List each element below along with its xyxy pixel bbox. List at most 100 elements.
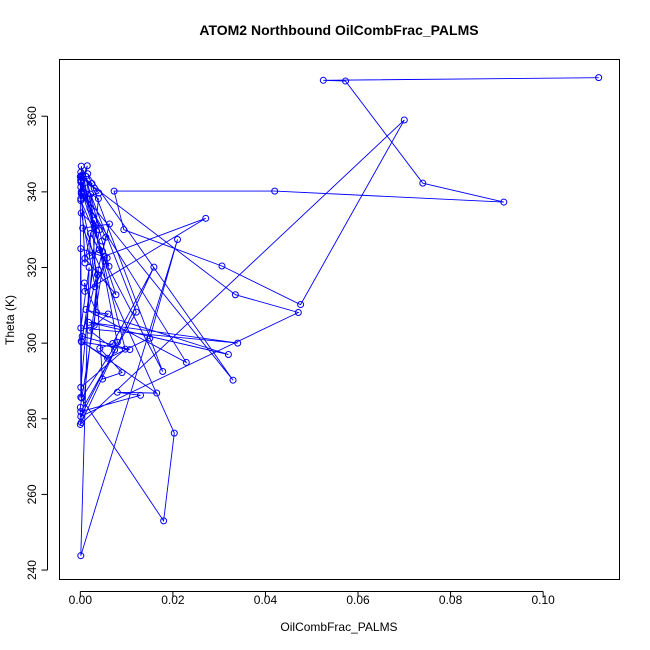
data-point xyxy=(77,552,85,560)
data-point xyxy=(90,223,98,231)
data-point xyxy=(297,301,305,309)
data-point xyxy=(87,229,95,237)
data-point xyxy=(77,195,85,203)
data-point xyxy=(160,517,168,525)
data-point xyxy=(146,334,154,342)
data-point xyxy=(78,171,86,179)
data-point xyxy=(82,305,90,313)
data-point xyxy=(77,408,85,416)
data-point xyxy=(85,264,93,271)
data-point xyxy=(77,209,85,217)
y-tick-label: 300 xyxy=(25,333,39,353)
data-point xyxy=(77,383,85,391)
data-point xyxy=(99,375,107,383)
data-point xyxy=(109,340,117,348)
data-point xyxy=(224,350,232,358)
data-point xyxy=(93,271,101,279)
data-point xyxy=(77,197,85,205)
data-point xyxy=(86,205,94,213)
x-tick-label: 0.08 xyxy=(439,593,463,607)
data-point xyxy=(218,262,226,270)
data-point xyxy=(113,338,121,346)
data-point xyxy=(500,198,508,206)
data-point xyxy=(79,224,87,232)
data-point xyxy=(105,220,113,228)
data-point xyxy=(319,76,327,84)
data-point xyxy=(78,332,86,340)
y-tick-label: 340 xyxy=(25,182,39,202)
data-point xyxy=(182,358,190,366)
data-point xyxy=(90,321,98,329)
data-point xyxy=(136,391,144,399)
x-tick-label: 0.04 xyxy=(254,593,278,607)
data-point xyxy=(90,184,98,192)
data-point xyxy=(294,309,302,317)
data-point xyxy=(94,266,102,274)
data-point xyxy=(400,116,408,124)
data-point xyxy=(77,176,85,184)
data-point xyxy=(86,326,94,334)
data-point xyxy=(78,394,86,402)
data-point xyxy=(174,236,182,244)
data-point xyxy=(132,308,140,316)
data-point xyxy=(95,189,103,197)
data-point xyxy=(95,246,103,254)
chart-title: ATOM2 Northbound OilCombFrac_PALMS xyxy=(199,22,478,38)
data-point xyxy=(104,310,112,318)
data-point xyxy=(342,77,350,85)
x-tick-label: 0.02 xyxy=(161,593,185,607)
data-point xyxy=(112,291,120,299)
data-point xyxy=(104,354,112,362)
x-tick-label: 0.00 xyxy=(69,593,93,607)
data-point xyxy=(81,287,89,295)
data-point xyxy=(103,254,111,262)
data-point xyxy=(170,429,178,437)
data-point xyxy=(82,172,90,180)
data-point xyxy=(202,214,210,222)
series-line xyxy=(79,77,599,556)
y-tick-label: 280 xyxy=(25,408,39,428)
data-point xyxy=(595,74,603,82)
data-point xyxy=(118,369,126,377)
data-point xyxy=(159,368,167,375)
plot-frame xyxy=(59,59,620,580)
data-point xyxy=(87,190,95,198)
y-axis-label: Theta (K) xyxy=(3,295,17,345)
data-point xyxy=(113,388,121,396)
y-tick-label: 320 xyxy=(25,257,39,277)
y-tick-label: 260 xyxy=(25,484,39,504)
data-point xyxy=(93,309,101,317)
y-tick-label: 240 xyxy=(25,560,39,580)
data-point xyxy=(96,344,104,352)
x-axis: 0.00 0.02 0.04 0.06 0.08 0.10 xyxy=(69,591,555,607)
data-point xyxy=(111,346,119,354)
data-point xyxy=(126,346,134,354)
data-point xyxy=(150,263,158,271)
y-axis: 240 260 280 300 320 340 360 xyxy=(25,106,48,580)
x-tick-label: 0.10 xyxy=(531,593,555,607)
data-point xyxy=(153,389,161,397)
data-point xyxy=(85,318,93,326)
data-point xyxy=(234,339,242,347)
data-point xyxy=(77,393,85,401)
data-point xyxy=(83,162,91,170)
data-point xyxy=(110,187,118,195)
data-point xyxy=(91,283,99,291)
data-point xyxy=(121,345,129,353)
data-point xyxy=(86,252,94,260)
data-point xyxy=(95,226,103,234)
data-point xyxy=(78,190,86,198)
data-point xyxy=(271,187,279,195)
y-tick-label: 360 xyxy=(25,106,39,126)
data-point xyxy=(229,376,237,384)
data-point xyxy=(419,179,427,187)
data-point xyxy=(81,259,89,267)
series-layer xyxy=(76,74,603,560)
x-axis-label: OilCombFrac_PALMS xyxy=(280,620,397,634)
data-point xyxy=(77,324,85,332)
data-point xyxy=(77,245,85,253)
data-point xyxy=(120,226,128,234)
data-point xyxy=(102,233,110,241)
data-point xyxy=(76,403,84,411)
